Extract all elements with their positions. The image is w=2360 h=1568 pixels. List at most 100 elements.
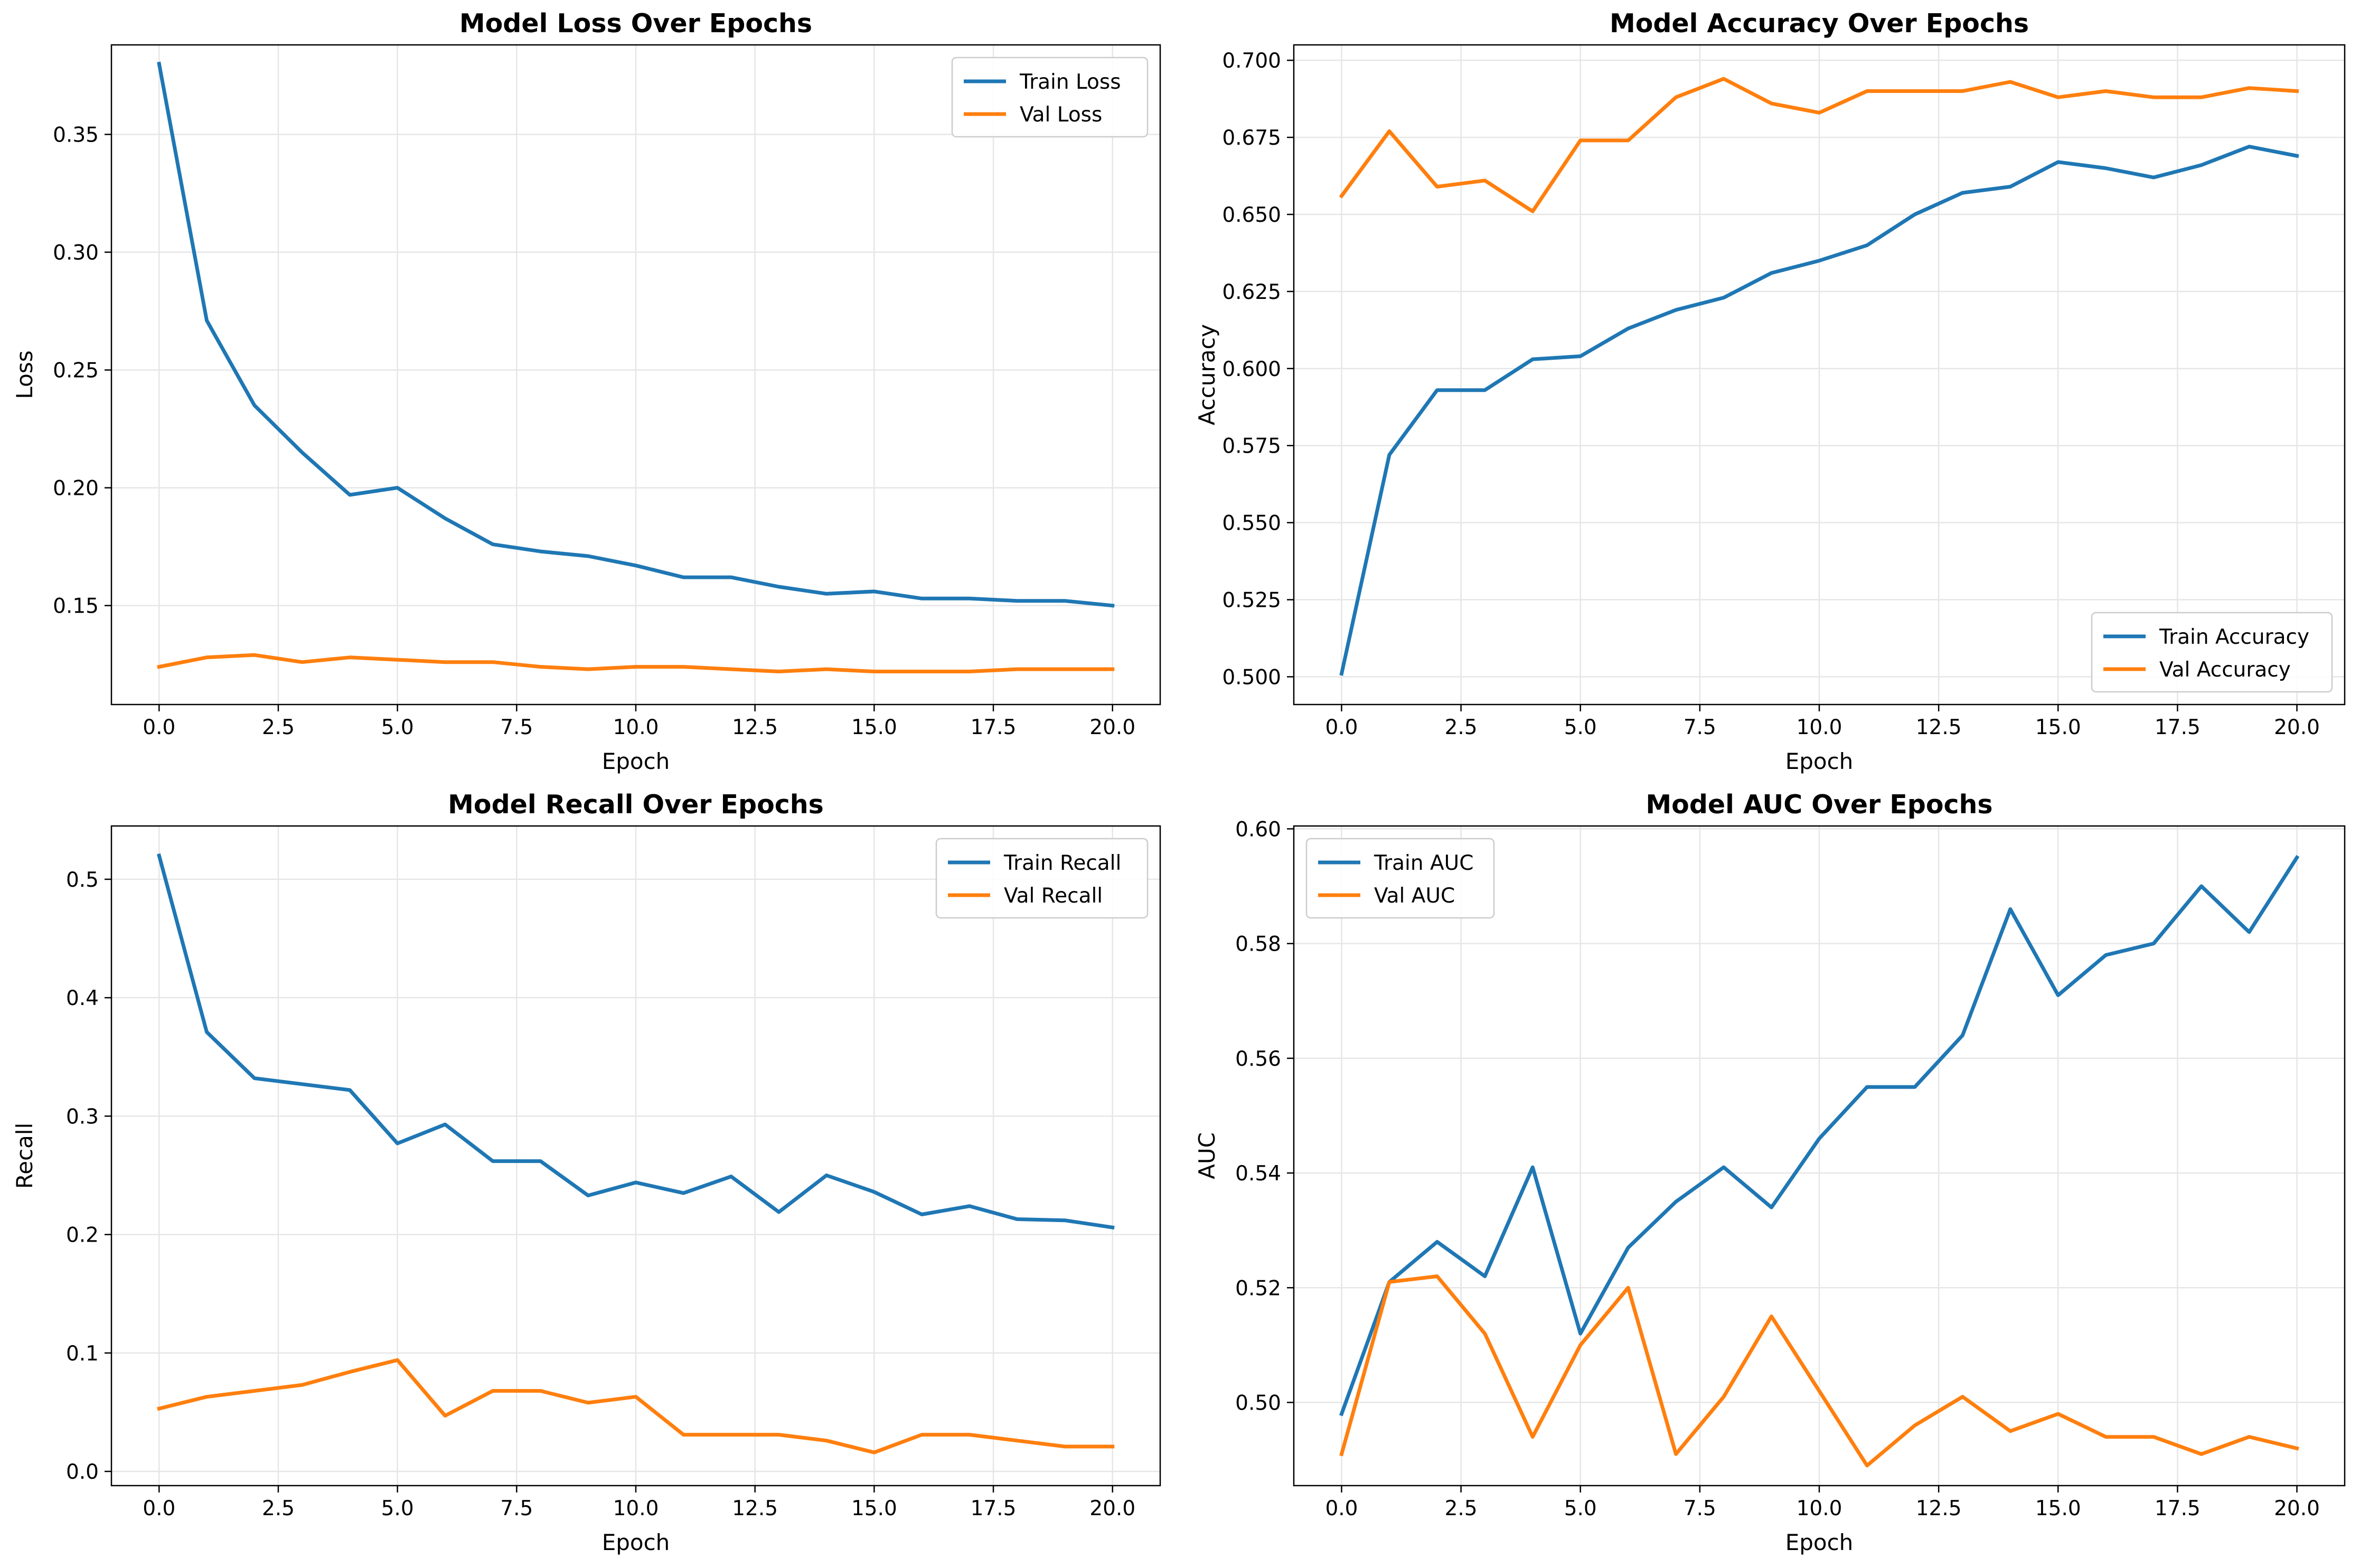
series-line-val (157, 653, 1115, 673)
panel-title: Model Accuracy Over Epochs (1610, 8, 2029, 39)
series-line-train (1339, 145, 2299, 676)
x-tick-label: 7.5 (500, 716, 533, 739)
y-tick-label: 0.500 (1222, 665, 1281, 689)
y-axis-label: Loss (12, 350, 37, 399)
grid (111, 45, 1160, 705)
x-tick-label: 0.0 (143, 716, 175, 739)
panel-title: Model Loss Over Epochs (459, 8, 812, 39)
y-ticks: 0.500 0.525 0.550 0.575 0.600 0.625 0.650 0.675… (1222, 49, 1294, 689)
y-tick-label: 0.54 (1235, 1162, 1281, 1186)
x-tick-label: 10.0 (613, 1497, 659, 1520)
y-tick-label: 0.5 (66, 868, 99, 892)
series-line-val (1339, 77, 2299, 213)
grid (1294, 826, 2345, 1486)
y-tick-label: 0.56 (1235, 1047, 1281, 1071)
series-line-train (157, 853, 1115, 1230)
y-tick-label: 0.2 (66, 1224, 99, 1247)
x-tick-label: 20.0 (1089, 1497, 1135, 1520)
legend-box (2091, 612, 2333, 693)
y-tick-label: 0.15 (53, 595, 99, 618)
legend-label-train: Train Recall (1003, 851, 1121, 875)
x-tick-label: 12.5 (1916, 1497, 1962, 1520)
y-tick-label: 0.30 (53, 241, 99, 265)
x-tick-label: 20.0 (2274, 716, 2320, 739)
legend: Train AUC Val AUC (1305, 838, 1495, 919)
x-axis-label: Epoch (1785, 748, 1854, 774)
legend-label-val: Val Accuracy (2159, 658, 2291, 682)
x-tick-label: 17.5 (971, 1497, 1017, 1520)
legend-label-train: Train AUC (1374, 851, 1473, 875)
x-tick-label: 12.5 (732, 1497, 778, 1520)
series-line-train (157, 61, 1115, 608)
x-tick-label: 7.5 (500, 1497, 533, 1520)
y-tick-label: 0.550 (1222, 512, 1281, 536)
panel-accuracy: 0.0 2.5 5.0 7.5 10.0 12.5 15.0 17.5 20.00.5000.5… (1194, 8, 2346, 774)
y-tick-label: 0.52 (1235, 1276, 1281, 1300)
panel-auc: 0.0 2.5 5.0 7.5 10.0 12.5 15.0 17.5 20.0 0.50 0.52… (1194, 790, 2346, 1555)
x-tick-label: 17.5 (971, 716, 1017, 739)
x-tick-label: 10.0 (1797, 716, 1842, 739)
x-tick-label: 7.5 (1684, 1497, 1716, 1520)
x-axis-label: Epoch (1785, 1529, 1854, 1555)
y-axis-label: Accuracy (1194, 324, 1220, 426)
panel-loss: 0.0 2.5 5.0 7.5 10.0 12.5 15.0 17.5 20.0 0.15 0.20… (12, 8, 1161, 774)
x-tick-label: 12.5 (732, 716, 778, 739)
y-tick-label: 0.3 (66, 1105, 99, 1129)
y-ticks: 0.50 0.52 0.54 0.56 0.58 0.60 (1235, 818, 1294, 1415)
x-axis-label: Epoch (602, 748, 670, 774)
x-tick-label: 15.0 (851, 716, 897, 739)
x-tick-label: 0.0 (1325, 1497, 1358, 1520)
series-line-val (157, 1358, 1115, 1454)
legend-label-train: Train Accuracy (2159, 625, 2309, 649)
y-tick-label: 0.60 (1235, 818, 1281, 841)
y-ticks: 0.15 0.20 0.25 0.30 0.35 (53, 124, 111, 618)
x-tick-label: 5.0 (381, 716, 414, 739)
legend: Train Recall Val Recall (935, 838, 1149, 919)
x-tick-label: 7.5 (1684, 716, 1716, 739)
x-tick-label: 17.5 (2155, 1497, 2201, 1520)
x-tick-label: 2.5 (1445, 716, 1478, 739)
y-tick-label: 0.20 (53, 477, 99, 501)
panel-recall: 0.0 2.5 5.0 7.5 10.0 12.5 15.0 17.5 20.00.00.10.… (12, 790, 1161, 1555)
x-tick-label: 5.0 (1564, 716, 1597, 739)
panel-title: Model Recall Over Epochs (448, 790, 824, 820)
legend-label-train: Train Loss (1019, 70, 1121, 94)
x-tick-label: 20.0 (2274, 1497, 2320, 1520)
legend-box (935, 838, 1149, 919)
series-line-train (1339, 855, 2300, 1416)
x-tick-label: 10.0 (1797, 1497, 1842, 1520)
y-tick-label: 0.525 (1222, 589, 1281, 613)
y-tick-label: 0.700 (1222, 49, 1281, 73)
y-tick-label: 0.600 (1222, 358, 1281, 381)
x-tick-label: 17.5 (2155, 716, 2201, 739)
y-tick-label: 0.35 (53, 124, 99, 147)
panel-title: Model AUC Over Epochs (1646, 790, 1992, 820)
y-tick-label: 0.0 (66, 1460, 99, 1484)
x-tick-label: 15.0 (2035, 716, 2081, 739)
y-tick-label: 0.25 (53, 359, 99, 383)
y-tick-label: 0.575 (1222, 435, 1281, 458)
legend-box (1305, 838, 1495, 919)
x-tick-label: 5.0 (381, 1497, 414, 1520)
legend-box (951, 57, 1149, 138)
grid (111, 826, 1160, 1486)
x-ticks: 0.0 2.5 5.0 7.5 10.0 12.5 15.0 17.5 20.0 (1325, 1486, 2320, 1520)
x-tick-label: 0.0 (143, 1497, 175, 1520)
x-tick-label: 2.5 (262, 716, 295, 739)
x-axis-label: Epoch (602, 1529, 670, 1555)
legend-label-val: Val Recall (1004, 884, 1103, 908)
x-tick-label: 12.5 (1916, 716, 1962, 739)
y-axis-label: AUC (1194, 1132, 1220, 1179)
legend: Train Loss Val Loss (951, 57, 1149, 138)
x-tick-label: 2.5 (262, 1497, 295, 1520)
y-tick-label: 0.675 (1222, 126, 1281, 150)
x-tick-label: 20.0 (1089, 716, 1135, 739)
y-tick-label: 0.650 (1222, 203, 1281, 227)
series-line-val (1339, 1274, 2299, 1468)
x-tick-label: 5.0 (1564, 1497, 1597, 1520)
y-tick-label: 0.1 (66, 1342, 99, 1366)
y-axis-label: Recall (12, 1123, 37, 1189)
y-tick-label: 0.4 (66, 987, 99, 1010)
y-tick-label: 0.50 (1235, 1392, 1281, 1415)
